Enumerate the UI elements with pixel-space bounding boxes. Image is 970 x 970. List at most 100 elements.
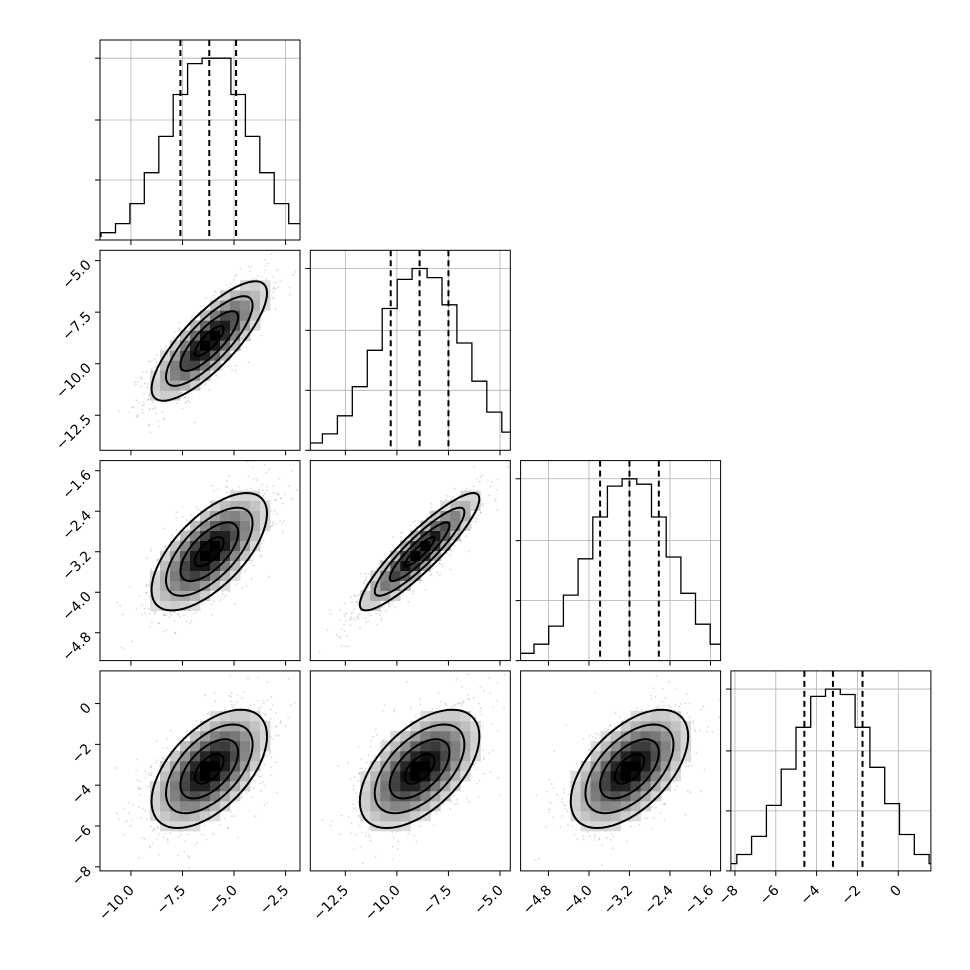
- density-cell: [590, 800, 601, 812]
- scatter-point: [158, 854, 160, 856]
- scatter-point: [263, 804, 266, 807]
- scatter-point: [163, 836, 166, 838]
- density-cell: [220, 290, 231, 301]
- scatter-point: [275, 761, 277, 763]
- scatter-point: [369, 739, 372, 742]
- density-cell: [460, 750, 471, 762]
- scatter-point: [419, 581, 422, 584]
- scatter-point: [162, 756, 164, 759]
- scatter-point: [587, 831, 590, 833]
- scatter-point: [449, 808, 452, 810]
- x-tick-label: −5.0: [205, 882, 240, 917]
- scatter-point: [231, 815, 233, 818]
- scatter-point: [434, 565, 437, 568]
- density-cell: [680, 730, 691, 742]
- density-cell: [460, 500, 471, 511]
- scatter-point: [563, 788, 566, 791]
- x-tick-label: −4.8: [520, 882, 555, 917]
- scatter-point: [190, 392, 193, 395]
- scatter-point: [228, 286, 231, 289]
- contour-line: [373, 506, 466, 597]
- x-tick-label: −4: [798, 882, 824, 908]
- scatter-point: [343, 612, 346, 615]
- density-cell: [610, 730, 621, 742]
- density-cell: [620, 750, 631, 762]
- scatter-point: [414, 520, 416, 523]
- scatter-point: [256, 275, 259, 277]
- scatter-point: [453, 544, 456, 547]
- density-cell: [170, 770, 181, 782]
- scatter-point: [663, 705, 665, 707]
- scatter-point: [144, 809, 147, 812]
- density-cell: [660, 720, 671, 732]
- density-cell: [210, 350, 221, 361]
- density-cell: [670, 720, 681, 732]
- scatter-point: [351, 611, 354, 614]
- density-cell: [570, 810, 581, 822]
- density-cell: [640, 730, 651, 742]
- scatter-point: [311, 665, 313, 667]
- scatter-point: [163, 614, 166, 617]
- panel-frame: [99, 39, 301, 241]
- scatter-point: [548, 808, 550, 811]
- scatter-point: [588, 748, 591, 751]
- scatter-point: [651, 806, 653, 808]
- density-cell: [190, 580, 201, 591]
- scatter-point: [145, 585, 148, 588]
- scatter-point: [196, 720, 198, 722]
- contour-line: [150, 491, 269, 612]
- density-cell: [410, 730, 421, 742]
- density-cell: [190, 790, 201, 802]
- scatter-point: [361, 862, 364, 865]
- scatter-point: [692, 720, 694, 722]
- scatter-point: [204, 383, 207, 386]
- scatter-point: [365, 767, 367, 770]
- density-cell: [370, 800, 381, 812]
- scatter-point: [340, 645, 343, 647]
- scatter-point: [454, 487, 456, 490]
- density-cell: [470, 490, 481, 501]
- density-cell: [200, 310, 211, 321]
- scatter-point: [343, 624, 346, 626]
- scatter-point: [265, 802, 268, 805]
- scatter-point: [164, 452, 166, 454]
- density-cell: [240, 720, 251, 732]
- scatter-point: [139, 377, 141, 379]
- scatter-point: [678, 705, 681, 708]
- scatter-point: [673, 789, 676, 791]
- scatter-point: [132, 803, 135, 806]
- density-cell: [360, 780, 371, 792]
- density-cell: [200, 360, 211, 371]
- scatter-point: [241, 697, 243, 699]
- scatter-point: [224, 707, 227, 709]
- scatter-point: [563, 804, 566, 807]
- scatter-point: [588, 835, 591, 838]
- scatter-point: [545, 790, 548, 793]
- density-cell: [380, 780, 391, 792]
- scatter-point: [192, 612, 195, 615]
- density-cell: [230, 310, 241, 321]
- scatter-point: [138, 806, 141, 809]
- scatter-point: [202, 834, 205, 837]
- scatter-point: [205, 382, 208, 384]
- scatter-point: [279, 279, 281, 282]
- density-cells: [570, 710, 691, 832]
- density-cell: [170, 600, 181, 611]
- scatter-point: [176, 402, 179, 404]
- density-cell: [160, 770, 171, 782]
- scatter-point: [612, 836, 615, 838]
- density-cell: [250, 310, 261, 321]
- density-cell: [420, 750, 431, 762]
- scatter-point: [143, 607, 146, 610]
- density-cell: [420, 790, 431, 802]
- scatter-point: [275, 725, 278, 728]
- density-cell: [620, 780, 631, 792]
- density-cell: [160, 570, 171, 581]
- density-cell: [160, 380, 171, 391]
- scatter-point: [287, 678, 290, 680]
- scatter-point: [313, 433, 315, 435]
- scatter-point: [143, 838, 146, 840]
- density-cell: [410, 800, 421, 812]
- scatter-point: [301, 256, 303, 258]
- scatter-point: [144, 382, 146, 385]
